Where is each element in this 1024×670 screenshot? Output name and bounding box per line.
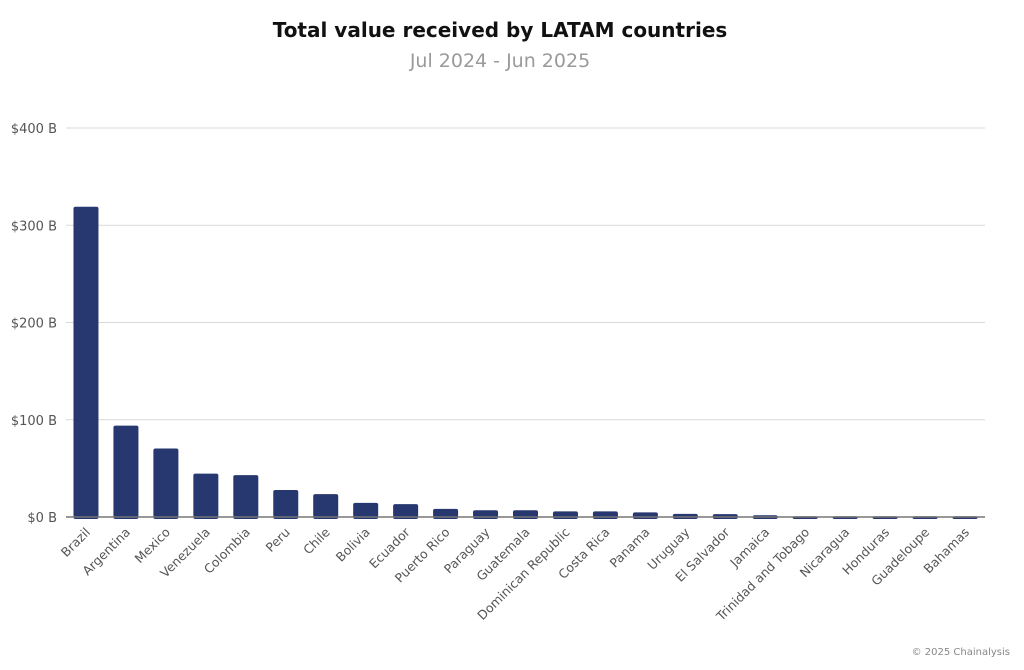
bar [193,473,219,519]
bar [233,475,259,519]
y-tick-label: $400 B [11,122,57,137]
x-tick-label: Chile [300,524,333,557]
bar [153,448,179,519]
bar [393,504,419,519]
bar [273,490,299,519]
x-tick-label: Peru [263,525,293,555]
credit: © 2025 Chainalysis [911,647,1010,658]
y-tick-label: $300 B [11,219,57,234]
bar [632,512,658,519]
x-tick-label: Brazil [58,525,93,560]
bar [353,502,379,519]
chart-title: Total value received by LATAM countries [272,18,728,42]
bar [552,511,578,519]
y-tick-label: $0 B [27,511,57,526]
bar [73,206,99,519]
bar [113,425,139,519]
y-tick-label: $200 B [11,317,57,332]
bar [313,494,339,519]
bar [592,511,618,519]
chart-subtitle: Jul 2024 - Jun 2025 [409,50,591,72]
y-tick-label: $100 B [11,414,57,429]
